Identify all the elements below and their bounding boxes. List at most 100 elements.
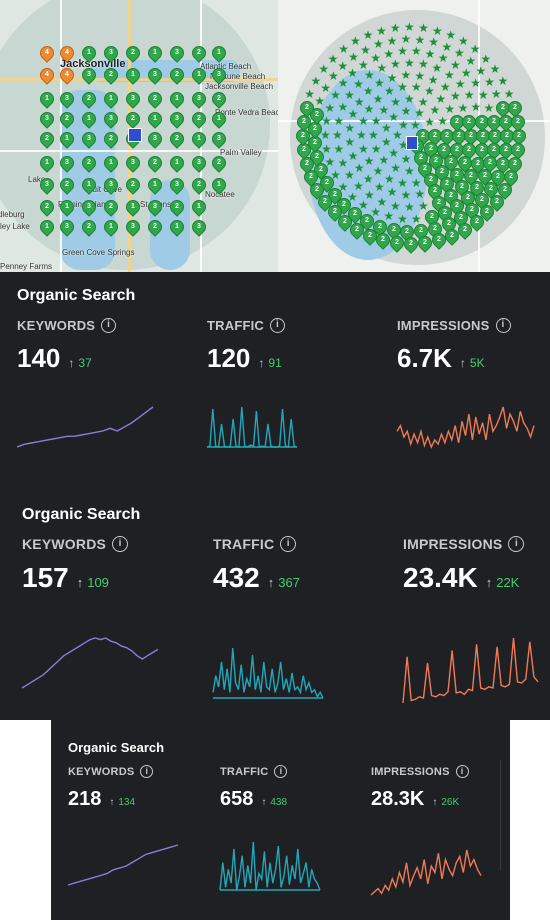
rank-star-icon[interactable]: ★ (327, 51, 339, 66)
rank-star-icon[interactable]: ★ (417, 94, 429, 109)
rank-star-icon[interactable]: ★ (383, 46, 395, 61)
rank-star-icon[interactable]: ★ (380, 134, 392, 149)
rank-star-icon[interactable]: ★ (497, 74, 509, 88)
rank-star-icon[interactable]: ★ (410, 80, 422, 95)
rank-star-icon[interactable]: ★ (321, 141, 332, 156)
rank-star-icon[interactable]: ★ (392, 128, 403, 142)
map-grid-view[interactable]: Jacksonville Atlantic Beach Neptune Beac… (0, 0, 278, 272)
rank-star-icon[interactable]: ★ (414, 32, 426, 47)
map-radius-view[interactable]: 22★★★★222★★★★★★★★2222★★★★★★★★★★★★22222★★… (278, 0, 550, 272)
rank-star-icon[interactable]: ★ (363, 187, 375, 202)
rank-star-icon[interactable]: ★ (358, 198, 369, 213)
rank-star-icon[interactable]: ★ (437, 51, 449, 66)
rank-star-icon[interactable]: ★ (398, 138, 409, 153)
rank-star-icon[interactable]: ★ (388, 146, 400, 161)
rank-star-icon[interactable]: ★ (389, 20, 401, 35)
rank-star-icon[interactable]: ★ (414, 187, 426, 202)
rank-star-icon[interactable]: ★ (397, 44, 408, 59)
rank-star-icon[interactable]: ★ (483, 100, 495, 115)
rank-star-icon[interactable]: ★ (404, 56, 415, 70)
rank-star-icon[interactable]: ★ (400, 104, 412, 119)
rank-star-icon[interactable]: ★ (410, 211, 422, 226)
rank-star-icon[interactable]: ★ (320, 128, 331, 142)
rank-star-icon[interactable]: ★ (304, 86, 315, 101)
rank-star-icon[interactable]: ★ (347, 66, 358, 81)
rank-star-icon[interactable]: ★ (310, 74, 322, 88)
rank-star-icon[interactable]: ★ (390, 94, 401, 109)
rank-star-icon[interactable]: ★ (457, 101, 469, 116)
rank-star-icon[interactable]: ★ (410, 117, 421, 132)
rank-star-icon[interactable]: ★ (347, 107, 359, 122)
rank-star-icon[interactable]: ★ (333, 142, 345, 157)
rank-star-icon[interactable]: ★ (373, 37, 384, 52)
rank-star-icon[interactable]: ★ (410, 44, 422, 59)
info-icon[interactable]: i (270, 318, 285, 333)
rank-star-icon[interactable]: ★ (321, 114, 332, 129)
rank-star-icon[interactable]: ★ (357, 141, 369, 156)
rank-star-icon[interactable]: ★ (423, 84, 435, 99)
rank-star-icon[interactable]: ★ (439, 79, 451, 94)
rank-star-icon[interactable]: ★ (465, 54, 477, 69)
rank-star-icon[interactable]: ★ (400, 151, 412, 166)
rank-star-icon[interactable]: ★ (458, 34, 469, 49)
rank-star-icon[interactable]: ★ (489, 62, 501, 77)
rank-star-icon[interactable]: ★ (376, 23, 387, 38)
rank-star-icon[interactable]: ★ (389, 57, 401, 72)
rank-star-icon[interactable]: ★ (372, 91, 384, 106)
rank-star-icon[interactable]: ★ (378, 102, 390, 117)
business-location-icon[interactable] (406, 136, 418, 150)
rank-star-icon[interactable]: ★ (398, 117, 409, 132)
rank-star-icon[interactable]: ★ (362, 171, 374, 186)
rank-star-icon[interactable]: ★ (386, 33, 398, 48)
rank-star-icon[interactable]: ★ (404, 164, 415, 178)
info-icon[interactable]: i (112, 536, 129, 552)
rank-star-icon[interactable]: ★ (338, 42, 350, 57)
rank-star-icon[interactable]: ★ (376, 61, 388, 76)
rank-star-icon[interactable]: ★ (404, 20, 415, 34)
rank-star-icon[interactable]: ★ (330, 167, 341, 182)
rank-star-icon[interactable]: ★ (344, 168, 355, 182)
rank-star-icon[interactable]: ★ (397, 211, 408, 226)
rank-star-icon[interactable]: ★ (374, 179, 385, 194)
rank-star-icon[interactable]: ★ (477, 88, 489, 103)
info-icon[interactable]: i (508, 536, 525, 552)
rank-star-icon[interactable]: ★ (337, 100, 349, 115)
rank-star-icon[interactable]: ★ (490, 87, 502, 102)
rank-star-icon[interactable]: ★ (314, 93, 326, 108)
rank-star-icon[interactable]: ★ (362, 28, 374, 43)
rank-star-icon[interactable]: ★ (428, 35, 440, 50)
rank-star-icon[interactable]: ★ (353, 160, 365, 175)
rank-star-icon[interactable]: ★ (429, 102, 441, 117)
rank-star-icon[interactable]: ★ (470, 76, 482, 91)
rank-star-icon[interactable]: ★ (344, 134, 356, 149)
rank-star-icon[interactable]: ★ (368, 128, 379, 142)
rank-star-icon[interactable]: ★ (437, 114, 449, 129)
rank-star-icon[interactable]: ★ (454, 77, 466, 92)
rank-star-icon[interactable]: ★ (353, 77, 364, 92)
rank-star-icon[interactable]: ★ (330, 88, 341, 103)
rank-star-icon[interactable]: ★ (441, 39, 453, 54)
info-icon[interactable]: i (140, 765, 154, 778)
rank-star-icon[interactable]: ★ (427, 72, 439, 87)
rank-star-icon[interactable]: ★ (333, 113, 345, 128)
rank-star-icon[interactable]: ★ (370, 114, 382, 129)
rank-star-icon[interactable]: ★ (469, 42, 481, 57)
rank-star-icon[interactable]: ★ (370, 204, 382, 219)
rank-star-icon[interactable]: ★ (384, 84, 395, 99)
rank-star-icon[interactable]: ★ (424, 115, 435, 130)
rank-star-icon[interactable]: ★ (337, 58, 349, 73)
rank-star-icon[interactable]: ★ (460, 66, 472, 81)
rank-star-icon[interactable]: ★ (356, 128, 367, 142)
rank-star-icon[interactable]: ★ (400, 32, 412, 47)
rank-star-icon[interactable]: ★ (370, 51, 382, 66)
rank-star-icon[interactable]: ★ (357, 114, 369, 129)
rank-star-icon[interactable]: ★ (397, 80, 408, 95)
rank-star-icon[interactable]: ★ (372, 164, 384, 179)
rank-star-icon[interactable]: ★ (378, 153, 390, 168)
info-icon[interactable]: i (101, 318, 117, 333)
rank-star-icon[interactable]: ★ (431, 61, 443, 76)
rank-star-icon[interactable]: ★ (383, 209, 395, 224)
rank-star-icon[interactable]: ★ (484, 75, 495, 90)
rank-star-icon[interactable]: ★ (363, 153, 375, 168)
rank-star-icon[interactable]: ★ (444, 102, 456, 117)
